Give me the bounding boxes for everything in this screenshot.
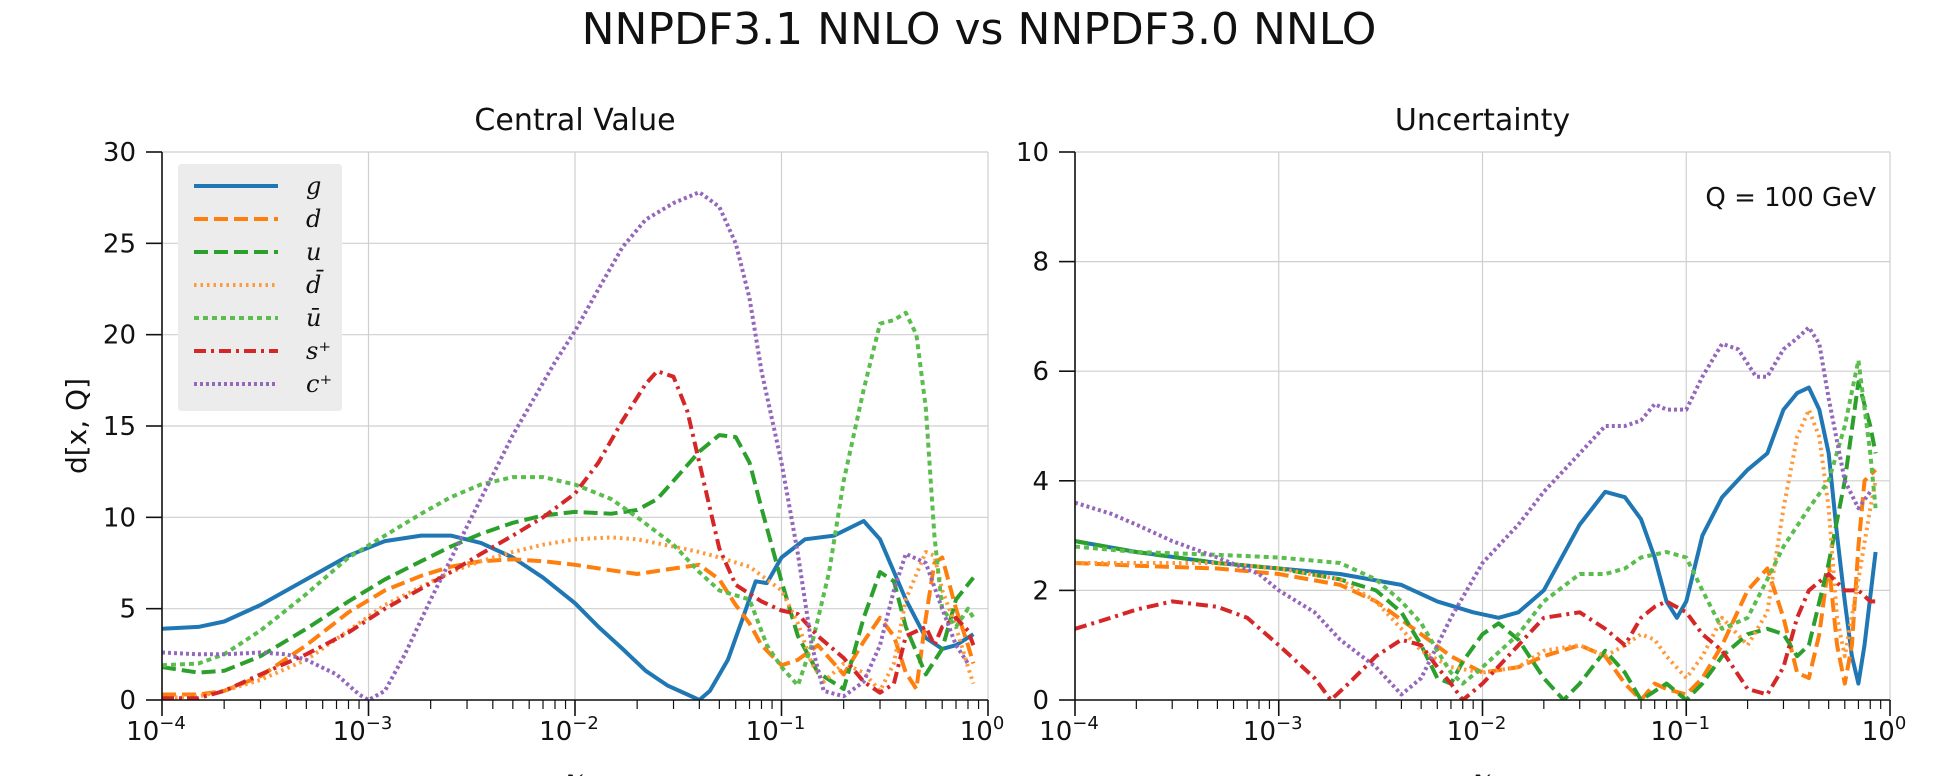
series-line-d	[162, 555, 976, 697]
x-axis-label: x	[567, 763, 584, 776]
legend-label-splus: s⁺	[306, 337, 331, 365]
x-axis-label: x	[1474, 763, 1491, 776]
x-tick-label: 100	[1862, 713, 1907, 747]
y-tick-label: 15	[103, 412, 136, 442]
legend-label-g: g	[306, 172, 321, 200]
series-line-d	[1075, 468, 1878, 700]
x-tick-label: 10−2	[539, 713, 599, 747]
x-tick-label: 10−4	[1039, 713, 1099, 747]
y-tick-label: 8	[1032, 248, 1049, 278]
x-tick-label: 10−3	[1243, 713, 1303, 747]
series-line-g	[1075, 385, 1878, 686]
y-tick-label: 2	[1032, 576, 1049, 606]
series-line-u	[162, 433, 975, 691]
legend: gdu d̄ ū s⁺ c⁺	[178, 164, 342, 411]
legend-label-u: u	[306, 238, 321, 266]
legend-label-dbar: d̄	[306, 270, 324, 299]
y-tick-label: 10	[103, 503, 136, 533]
x-tick-label: 10−4	[126, 713, 186, 747]
series-line-dbar	[1075, 407, 1878, 681]
x-tick-label: 10−1	[746, 713, 806, 747]
y-tick-label: 0	[1032, 686, 1049, 716]
y-tick-label: 25	[103, 229, 136, 259]
legend-label-d: d	[306, 205, 321, 233]
panel-title: Uncertainty	[1395, 103, 1570, 138]
x-tick-label: 10−1	[1650, 713, 1710, 747]
legend-label-cplus: c⁺	[306, 370, 332, 398]
series-line-cplus	[162, 190, 970, 700]
series-line-cplus	[1075, 325, 1872, 697]
y-axis-label: d[x, Q]	[60, 378, 93, 474]
panel-uncertainty: 0 2 4 6 8 10 10−4 10−3 10−2 10−1 100 Uncertainty x Q …	[1016, 103, 1907, 780]
x-tick-label: 10−3	[333, 713, 393, 747]
y-tick-label: 5	[119, 595, 136, 625]
legend-label-ubar: ū	[306, 304, 321, 332]
panel-central-value: 0 5 10 15 20 25 30 10−4 10−3 10−2 10−1 100 Central V…	[60, 103, 1005, 780]
series-line-u	[1075, 380, 1878, 700]
y-tick-label: 10	[1016, 138, 1049, 168]
figure-title: NNPDF3.1 NNLO vs NNPDF3.0 NNLO	[581, 4, 1377, 55]
y-tick-label: 0	[119, 686, 136, 716]
series-line-ubar	[162, 310, 976, 688]
series-line-ubar	[1075, 358, 1878, 686]
series-line-g	[162, 519, 975, 700]
y-tick-label: 4	[1032, 467, 1049, 497]
panel-title: Central Value	[474, 103, 675, 138]
series-line-splus	[162, 369, 976, 700]
y-tick-label: 30	[103, 138, 136, 168]
y-tick-label: 20	[103, 321, 136, 351]
y-tick-label: 6	[1032, 357, 1049, 387]
series-line-splus	[1075, 572, 1876, 700]
x-tick-label: 100	[960, 713, 1005, 747]
x-tick-label: 10−2	[1447, 713, 1507, 747]
annotation-q-value: Q = 100 GeV	[1705, 183, 1876, 213]
series-line-dbar	[162, 535, 976, 700]
